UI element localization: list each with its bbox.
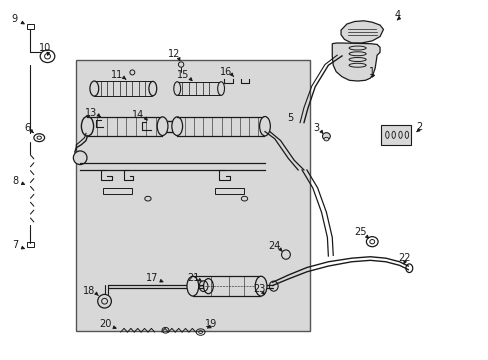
Bar	[103, 188, 132, 194]
Ellipse shape	[173, 82, 180, 95]
Text: 3: 3	[313, 123, 319, 133]
Bar	[76, 60, 310, 330]
Ellipse shape	[322, 133, 330, 140]
Text: 17: 17	[145, 273, 158, 283]
Ellipse shape	[405, 131, 408, 138]
Ellipse shape	[157, 117, 167, 135]
Text: 25: 25	[354, 228, 366, 237]
Text: 23: 23	[252, 284, 265, 294]
Polygon shape	[340, 21, 383, 43]
Ellipse shape	[81, 116, 93, 136]
Ellipse shape	[348, 63, 366, 67]
Ellipse shape	[255, 276, 266, 296]
Ellipse shape	[391, 131, 395, 138]
Text: 6: 6	[24, 123, 30, 133]
Text: 1: 1	[368, 67, 375, 77]
Text: 16: 16	[220, 67, 232, 77]
Text: 5: 5	[286, 113, 293, 123]
Text: 21: 21	[187, 273, 199, 283]
Ellipse shape	[217, 82, 224, 95]
Ellipse shape	[259, 117, 270, 136]
Ellipse shape	[385, 131, 388, 138]
Ellipse shape	[324, 137, 328, 141]
Ellipse shape	[186, 276, 198, 296]
Ellipse shape	[348, 52, 366, 56]
Ellipse shape	[171, 117, 182, 135]
Polygon shape	[331, 43, 379, 81]
Bar	[26, 242, 34, 247]
Text: 14: 14	[132, 110, 144, 120]
Ellipse shape	[348, 46, 366, 50]
Ellipse shape	[73, 151, 87, 165]
Text: 12: 12	[167, 49, 180, 59]
Ellipse shape	[398, 131, 402, 138]
Text: 7: 7	[12, 240, 19, 250]
Text: 9: 9	[11, 14, 18, 24]
Bar	[26, 24, 34, 30]
Text: 15: 15	[177, 70, 189, 80]
Bar	[215, 188, 244, 194]
Text: 18: 18	[83, 286, 95, 296]
Text: 11: 11	[110, 70, 122, 80]
Bar	[380, 125, 410, 145]
Text: 8: 8	[12, 176, 19, 186]
Text: 13: 13	[85, 108, 97, 118]
Text: 10: 10	[39, 43, 51, 53]
Text: 2: 2	[415, 122, 421, 132]
Text: 22: 22	[397, 253, 410, 263]
Ellipse shape	[149, 81, 157, 96]
Ellipse shape	[102, 298, 107, 304]
Text: 4: 4	[394, 10, 400, 20]
Ellipse shape	[90, 81, 99, 96]
Text: 19: 19	[205, 319, 217, 329]
Ellipse shape	[98, 294, 111, 308]
Ellipse shape	[348, 58, 366, 62]
Text: 20: 20	[99, 319, 111, 329]
Text: 24: 24	[268, 241, 280, 251]
